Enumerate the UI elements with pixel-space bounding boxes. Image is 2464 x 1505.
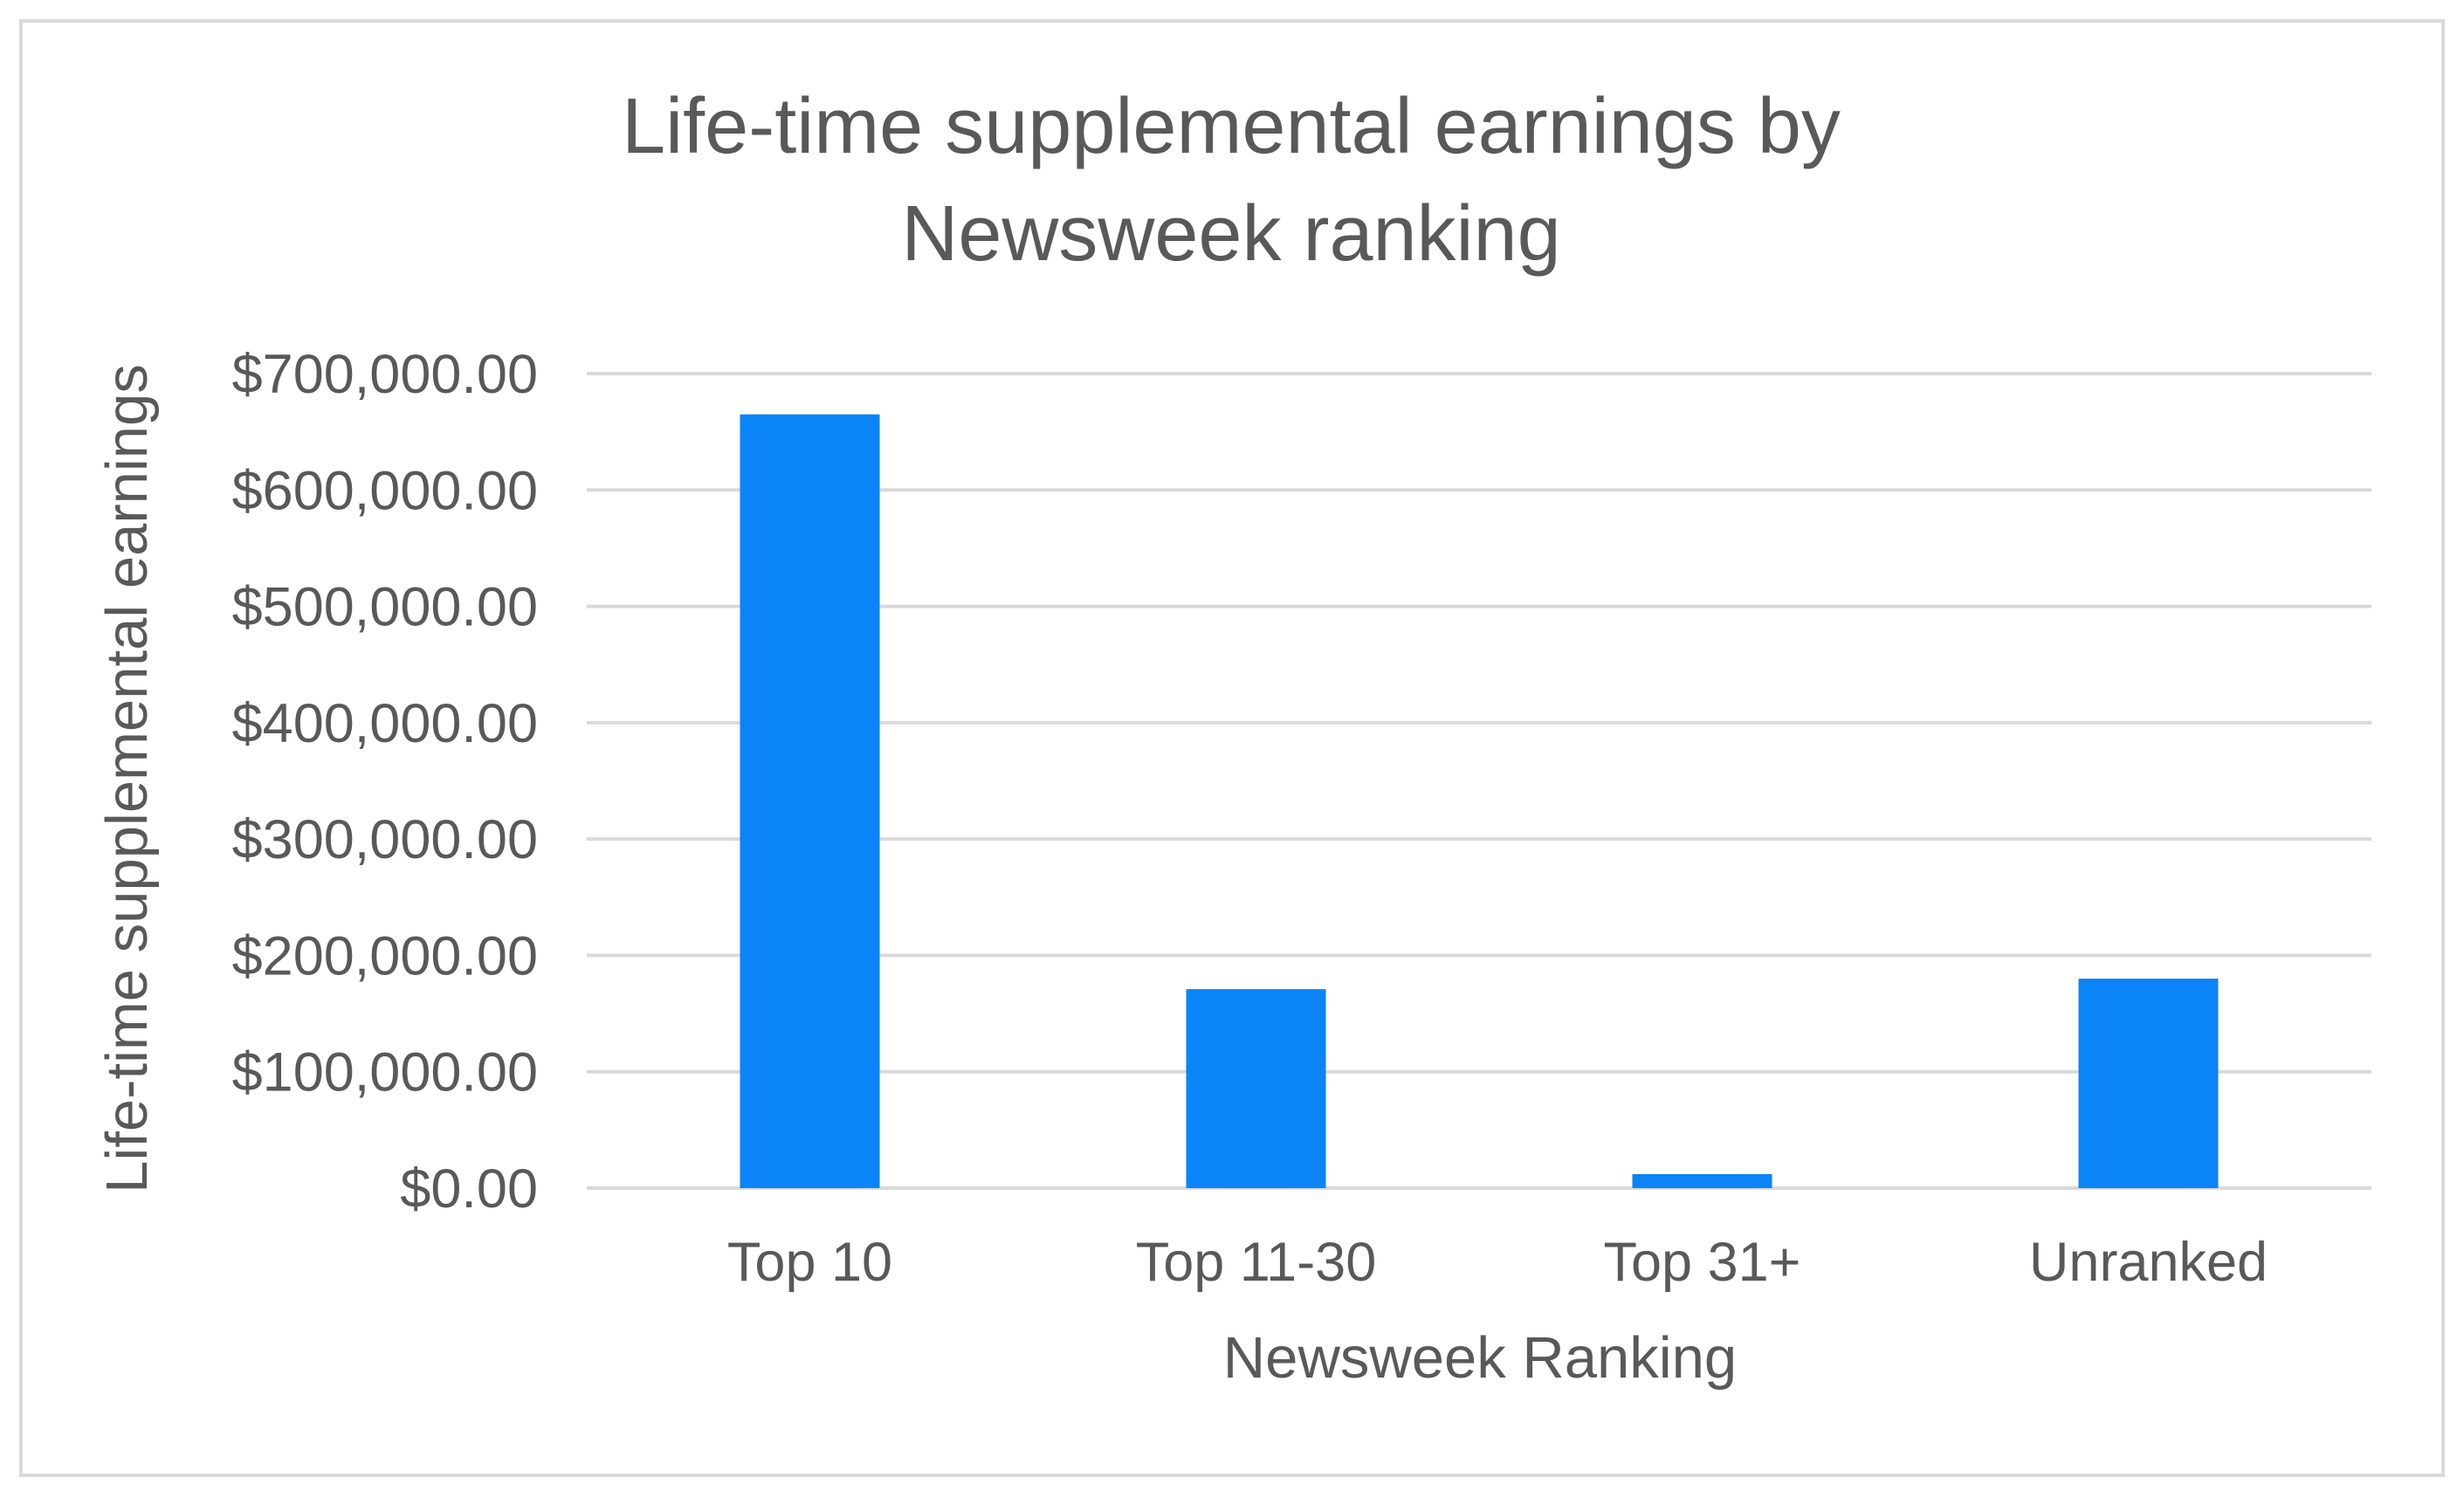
x-tick-label: Unranked	[2029, 1232, 2268, 1293]
y-tick-label: $0.00	[400, 1158, 538, 1220]
chart-title-line-2: Newsweek ranking	[901, 190, 1560, 278]
chart-title-line-1: Life-time supplemental earnings by	[622, 83, 1841, 170]
y-tick-label: $200,000.00	[232, 925, 538, 986]
y-tick-label: $700,000.00	[232, 344, 538, 405]
bar-top-31-	[1632, 1174, 1772, 1188]
bar-unranked	[2078, 979, 2219, 1188]
gridlines	[587, 372, 2371, 1190]
x-axis-ticks: Top 10 Top 11-30 Top 31+ Unranked	[727, 1232, 2268, 1293]
y-tick-label: $400,000.00	[232, 693, 538, 754]
bar-top-10	[740, 414, 880, 1188]
x-tick-label: Top 31+	[1604, 1232, 1801, 1293]
x-tick-label: Top 11-30	[1136, 1232, 1377, 1293]
y-tick-label: $500,000.00	[232, 577, 538, 638]
y-tick-label: $600,000.00	[232, 460, 538, 521]
y-axis-ticks: $0.00 $100,000.00 $200,000.00 $300,000.00 $4…	[232, 344, 538, 1220]
x-axis-title: Newsweek Ranking	[1223, 1325, 1737, 1391]
y-tick-label: $100,000.00	[232, 1042, 538, 1103]
y-tick-label: $300,000.00	[232, 809, 538, 870]
bar-top-11-30	[1186, 989, 1326, 1188]
y-axis-title: Life-time supplemental earnings	[94, 364, 160, 1193]
bars	[740, 414, 2219, 1188]
chart-frame	[19, 19, 2445, 1477]
x-tick-label: Top 10	[727, 1232, 892, 1293]
